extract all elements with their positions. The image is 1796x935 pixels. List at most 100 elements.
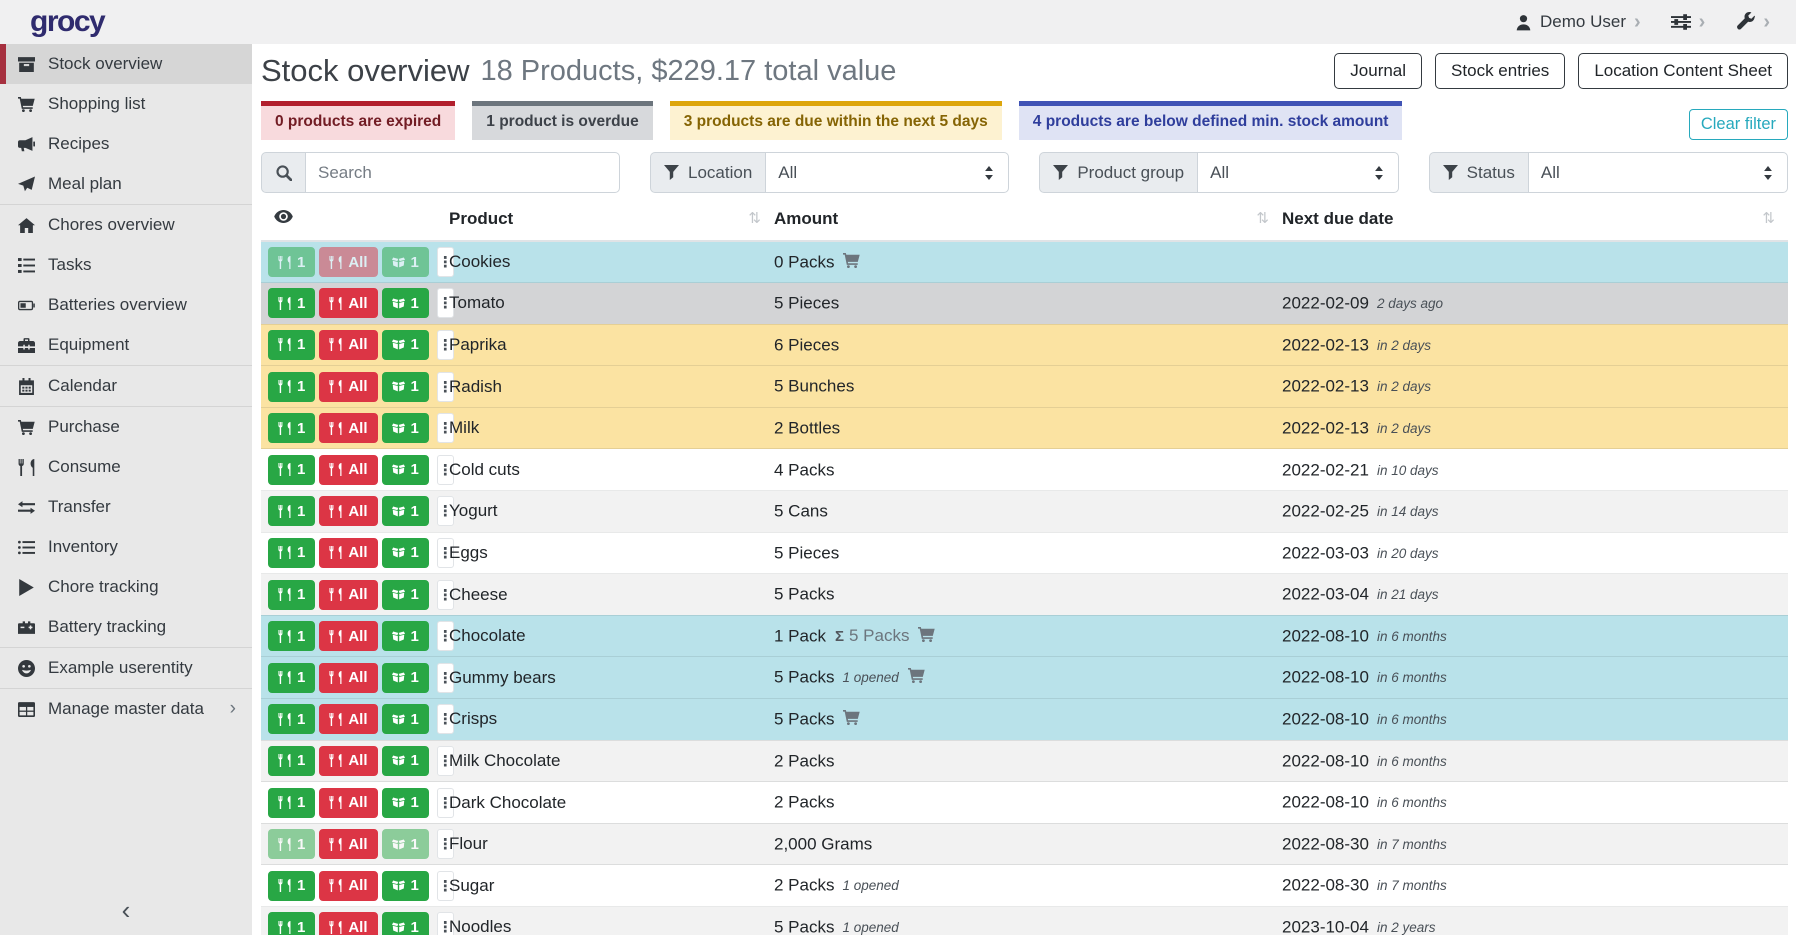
row-menu-button[interactable]: ⋮ xyxy=(436,621,454,652)
filter-select-status[interactable]: All xyxy=(1527,152,1788,193)
sidebar-item-recipes[interactable]: Recipes xyxy=(0,124,252,164)
open-one-button[interactable]: 1 xyxy=(381,662,429,693)
open-one-button[interactable]: 1 xyxy=(381,371,429,402)
filter-select-location[interactable]: All xyxy=(765,152,1010,193)
row-menu-button[interactable]: ⋮ xyxy=(436,787,454,818)
open-one-button[interactable]: 1 xyxy=(381,454,429,485)
consume-all-button[interactable]: All xyxy=(319,537,378,568)
consume-all-button[interactable]: All xyxy=(319,371,378,402)
sidebar-item-meal-plan[interactable]: Meal plan xyxy=(0,164,252,204)
user-menu[interactable]: Demo User › xyxy=(1515,12,1641,32)
column-header-amount[interactable]: Amount ⇅ xyxy=(774,202,1282,242)
journal-button[interactable]: Journal xyxy=(1334,53,1423,89)
row-menu-button[interactable]: ⋮ xyxy=(436,745,454,776)
row-menu-button[interactable]: ⋮ xyxy=(436,454,454,485)
consume-all-button[interactable]: All xyxy=(319,662,378,693)
search-input[interactable] xyxy=(305,152,620,193)
consume-all-button[interactable]: All xyxy=(319,787,378,818)
consume-all-button[interactable]: All xyxy=(319,413,378,444)
sidebar-item-consume[interactable]: Consume xyxy=(0,447,252,487)
sidebar-item-example-userentity[interactable]: Example userentity xyxy=(0,648,252,688)
row-menu-button[interactable]: ⋮ xyxy=(436,662,454,693)
open-one-button[interactable]: 1 xyxy=(381,912,429,935)
location-content-sheet-button[interactable]: Location Content Sheet xyxy=(1578,53,1788,89)
open-one-button[interactable]: 1 xyxy=(381,621,429,652)
sidebar-item-batteries-overview[interactable]: Batteries overview xyxy=(0,285,252,325)
row-menu-button[interactable]: ⋮ xyxy=(436,870,454,901)
sidebar-item-chores-overview[interactable]: Chores overview xyxy=(0,205,252,245)
row-menu-button[interactable]: ⋮ xyxy=(436,496,454,527)
open-one-button[interactable]: 1 xyxy=(381,537,429,568)
consume-all-button[interactable]: All xyxy=(319,829,378,860)
consume-all-button[interactable]: All xyxy=(319,329,378,360)
sidebar-item-tasks[interactable]: Tasks xyxy=(0,245,252,285)
row-menu-button[interactable]: ⋮ xyxy=(436,247,454,278)
sidebar-item-transfer[interactable]: Transfer xyxy=(0,487,252,527)
consume-one-button[interactable]: 1 xyxy=(268,413,316,444)
sidebar-item-calendar[interactable]: Calendar xyxy=(0,366,252,406)
row-menu-button[interactable]: ⋮ xyxy=(436,704,454,735)
consume-all-button[interactable]: All xyxy=(319,579,378,610)
consume-one-button[interactable]: 1 xyxy=(268,579,316,610)
eye-icon[interactable] xyxy=(274,207,293,226)
consume-all-button[interactable]: All xyxy=(319,247,378,278)
consume-one-button[interactable]: 1 xyxy=(268,912,316,935)
consume-one-button[interactable]: 1 xyxy=(268,329,316,360)
consume-one-button[interactable]: 1 xyxy=(268,662,316,693)
open-one-button[interactable]: 1 xyxy=(381,829,429,860)
settings-menu[interactable]: › xyxy=(1670,12,1705,32)
sidebar-item-purchase[interactable]: Purchase xyxy=(0,407,252,447)
consume-one-button[interactable]: 1 xyxy=(268,496,316,527)
consume-one-button[interactable]: 1 xyxy=(268,247,316,278)
consume-one-button[interactable]: 1 xyxy=(268,454,316,485)
open-one-button[interactable]: 1 xyxy=(381,413,429,444)
consume-all-button[interactable]: All xyxy=(319,288,378,319)
clear-filter-button[interactable]: Clear filter xyxy=(1688,109,1788,140)
consume-one-button[interactable]: 1 xyxy=(268,537,316,568)
open-one-button[interactable]: 1 xyxy=(381,579,429,610)
sidebar-item-equipment[interactable]: Equipment xyxy=(0,325,252,365)
sidebar-item-stock-overview[interactable]: Stock overview xyxy=(0,44,252,84)
consume-one-button[interactable]: 1 xyxy=(268,745,316,776)
sidebar-item-manage-master-data[interactable]: Manage master data › xyxy=(0,689,252,729)
row-menu-button[interactable]: ⋮ xyxy=(436,329,454,360)
consume-all-button[interactable]: All xyxy=(319,870,378,901)
consume-all-button[interactable]: All xyxy=(319,912,378,935)
row-menu-button[interactable]: ⋮ xyxy=(436,288,454,319)
open-one-button[interactable]: 1 xyxy=(381,704,429,735)
sidebar-item-shopping-list[interactable]: Shopping list xyxy=(0,84,252,124)
grocy-logo[interactable]: grocy xyxy=(30,5,106,38)
consume-one-button[interactable]: 1 xyxy=(268,621,316,652)
consume-one-button[interactable]: 1 xyxy=(268,371,316,402)
consume-all-button[interactable]: All xyxy=(319,454,378,485)
row-menu-button[interactable]: ⋮ xyxy=(436,829,454,860)
column-header-next-due-date[interactable]: Next due date ⇅ xyxy=(1282,202,1788,242)
admin-menu[interactable]: › xyxy=(1735,12,1770,32)
consume-one-button[interactable]: 1 xyxy=(268,870,316,901)
open-one-button[interactable]: 1 xyxy=(381,745,429,776)
consume-all-button[interactable]: All xyxy=(319,621,378,652)
row-menu-button[interactable]: ⋮ xyxy=(436,537,454,568)
sidebar-item-chore-tracking[interactable]: Chore tracking xyxy=(0,567,252,607)
open-one-button[interactable]: 1 xyxy=(381,329,429,360)
open-one-button[interactable]: 1 xyxy=(381,870,429,901)
open-one-button[interactable]: 1 xyxy=(381,496,429,527)
consume-one-button[interactable]: 1 xyxy=(268,704,316,735)
sidebar-collapse-button[interactable]: ‹ xyxy=(121,895,131,925)
consume-all-button[interactable]: All xyxy=(319,704,378,735)
open-one-button[interactable]: 1 xyxy=(381,247,429,278)
open-one-button[interactable]: 1 xyxy=(381,288,429,319)
consume-one-button[interactable]: 1 xyxy=(268,829,316,860)
row-menu-button[interactable]: ⋮ xyxy=(436,579,454,610)
row-menu-button[interactable]: ⋮ xyxy=(436,912,454,935)
row-menu-button[interactable]: ⋮ xyxy=(436,413,454,444)
stock-entries-button[interactable]: Stock entries xyxy=(1435,53,1566,89)
consume-all-button[interactable]: All xyxy=(319,496,378,527)
row-menu-button[interactable]: ⋮ xyxy=(436,371,454,402)
sidebar-item-battery-tracking[interactable]: Battery tracking xyxy=(0,607,252,647)
consume-one-button[interactable]: 1 xyxy=(268,288,316,319)
open-one-button[interactable]: 1 xyxy=(381,787,429,818)
consume-all-button[interactable]: All xyxy=(319,745,378,776)
column-header-product[interactable]: Product ⇅ xyxy=(449,202,774,242)
consume-one-button[interactable]: 1 xyxy=(268,787,316,818)
